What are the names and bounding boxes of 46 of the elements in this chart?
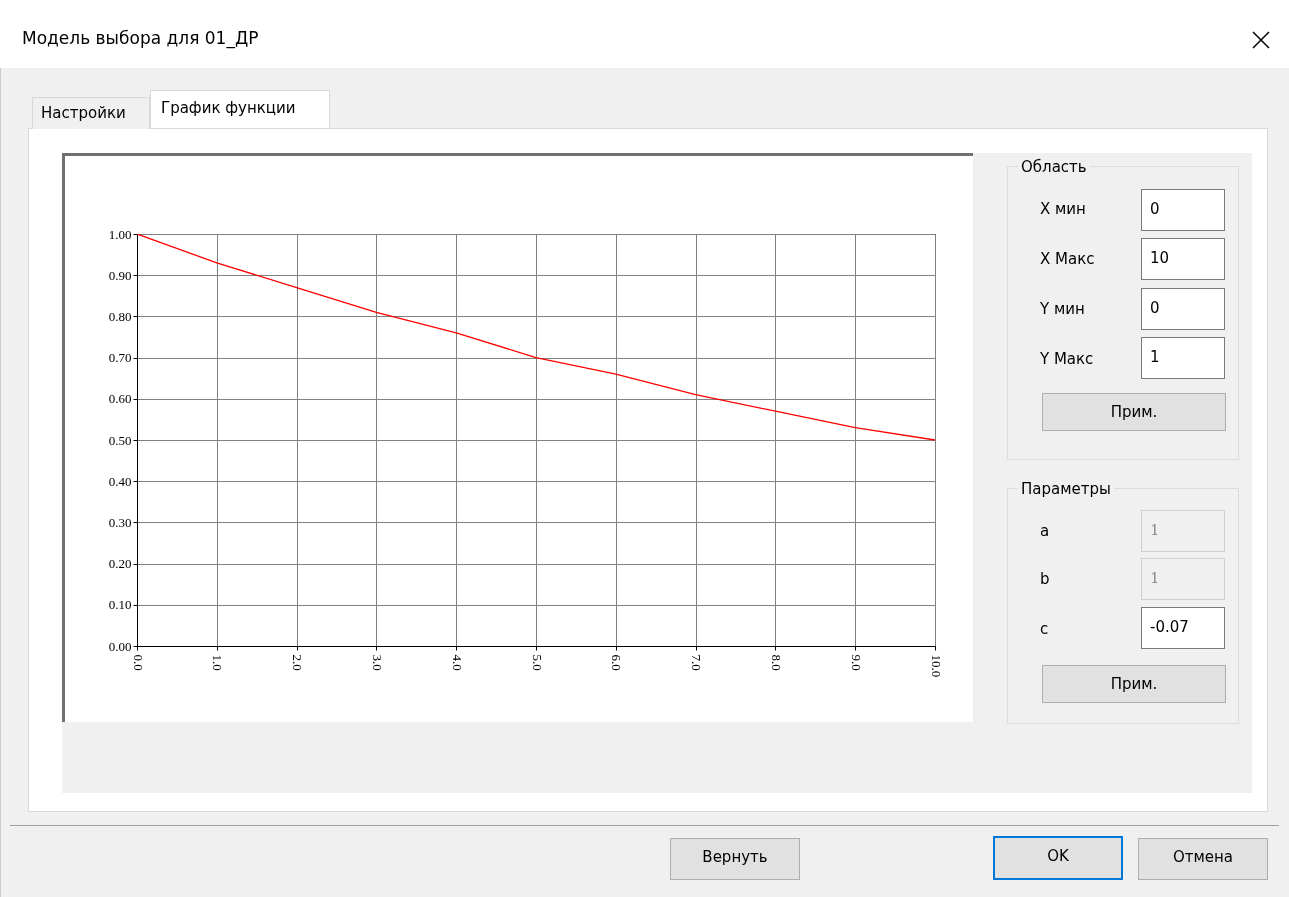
x-tick-label: 3.0	[369, 654, 385, 671]
x-tick-label: 4.0	[449, 654, 465, 671]
x-tick-label: 1.0	[210, 654, 226, 671]
text: X мин	[1040, 200, 1086, 218]
text: 1	[1141, 558, 1225, 600]
text: График функции	[150, 90, 330, 128]
x-tick-label: 5.0	[529, 654, 545, 671]
text: Y Макс	[1040, 350, 1094, 368]
text: X Макс	[1040, 250, 1095, 268]
text: c	[1040, 620, 1049, 638]
text: 1	[1141, 337, 1225, 379]
x-tick-label: 0.0	[130, 654, 146, 671]
x-tick-label: 2.0	[290, 654, 306, 671]
y-tick-label: 0.80	[108, 308, 132, 324]
text: Прим.	[1042, 665, 1226, 703]
x-tick-label: 6.0	[609, 654, 625, 671]
text: OK	[993, 836, 1123, 880]
y-tick-label: 0.70	[108, 350, 132, 366]
x-tick-label: 8.0	[768, 654, 784, 671]
x-tick-label: 9.0	[848, 654, 864, 671]
text: 0	[1141, 288, 1225, 330]
x-tick-label: 10.0	[928, 654, 944, 678]
text: b	[1040, 570, 1050, 588]
y-tick-label: 0.00	[108, 638, 132, 654]
y-tick-label: 0.50	[108, 432, 132, 448]
text: Y мин	[1040, 300, 1085, 318]
y-tick-label: 0.30	[108, 514, 132, 530]
text: 0	[1141, 189, 1225, 231]
text: Параметры	[1018, 480, 1114, 498]
text: Отмена	[1138, 838, 1268, 880]
y-tick-label: 0.60	[108, 391, 132, 407]
y-tick-label: 0.40	[108, 473, 132, 489]
y-tick-label: 1.00	[108, 226, 132, 242]
text: 10	[1141, 238, 1225, 280]
y-tick-label: 0.10	[108, 597, 132, 613]
text: Прим.	[1042, 393, 1226, 431]
text: 1	[1141, 510, 1225, 552]
text: Вернуть	[670, 838, 800, 880]
y-tick-label: 0.90	[108, 267, 132, 283]
text: Настройки	[32, 97, 150, 129]
y-tick-label: 0.20	[108, 556, 132, 572]
x-tick-label: 7.0	[689, 654, 705, 671]
text: Модель выбора для 01_ДР	[22, 28, 259, 48]
text: Область	[1018, 158, 1090, 176]
text: a	[1040, 522, 1050, 540]
text: -0.07	[1141, 607, 1225, 649]
